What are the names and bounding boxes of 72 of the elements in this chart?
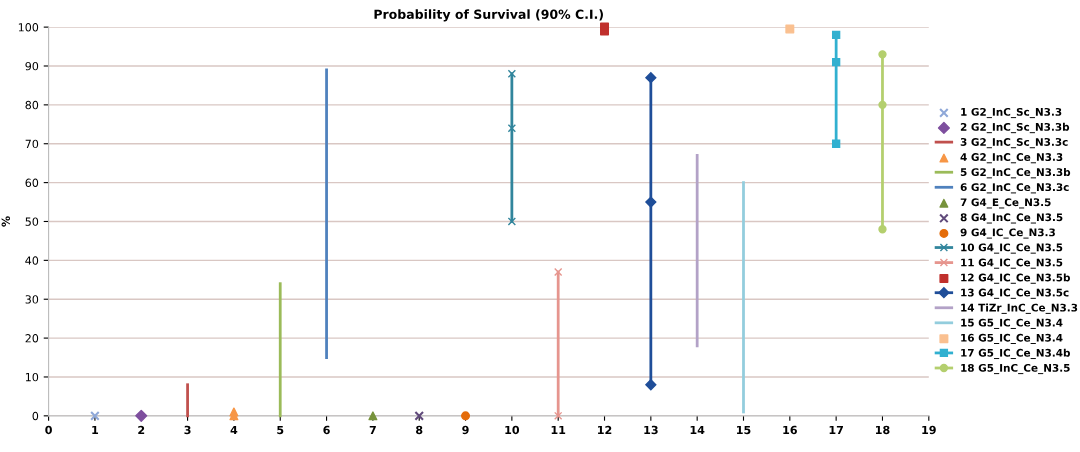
point	[831, 57, 841, 67]
legend-label: 18 G5_InC_Ce_N3.5	[961, 363, 1070, 375]
point	[878, 50, 887, 59]
legend-label: 5 G2_InC_Ce_N3.3b	[960, 167, 1071, 179]
point	[878, 100, 887, 110]
legend-label: 1 G2_InC_Sc_N3.3	[961, 107, 1062, 119]
x-tick-label: 14	[690, 425, 705, 434]
y-tick-label: 50	[25, 217, 39, 226]
x-tick-label: 6	[323, 425, 330, 435]
x-tick-label: 15	[737, 425, 751, 435]
y-tick-label: 10	[25, 372, 39, 382]
y-tick-label: 60	[25, 178, 39, 187]
point	[645, 72, 657, 84]
point	[135, 409, 148, 422]
y-tick-label: 70	[25, 139, 39, 149]
point	[785, 24, 795, 34]
legend-label: 15 G5_IC_Ce_N3.4	[961, 318, 1063, 329]
x-tick-label: 7	[369, 425, 376, 434]
x-tick-label: 1	[92, 425, 99, 434]
point	[878, 225, 887, 234]
point	[554, 267, 563, 277]
x-tick-label: 0	[45, 425, 52, 435]
x-tick-label: 2	[138, 425, 145, 434]
x-tick-label: 8	[416, 425, 423, 435]
y-axis-title: %	[1, 216, 10, 227]
x-tick-label: 9	[462, 425, 469, 435]
legend-label: 6 G2_InC_Ce_N3.3c	[960, 183, 1069, 194]
legend-label: 7 G4_E_Ce_N3.5	[960, 198, 1051, 209]
legend-label: 13 G4_IC_Ce_N3.5c	[961, 288, 1069, 299]
legend-label: 11 G4_IC_Ce_N3.5	[961, 258, 1063, 269]
x-tick-label: 13	[644, 425, 658, 435]
y-tick-label: 80	[25, 100, 39, 110]
point	[90, 411, 100, 421]
legend-label: 8 G4_InC_Ce_N3.5	[960, 213, 1063, 224]
point	[645, 196, 657, 208]
point	[554, 411, 563, 421]
legend-label: 16 G5_IC_Ce_N3.4	[961, 333, 1063, 344]
point	[414, 411, 425, 421]
x-tick-label: 10	[505, 425, 520, 435]
legend-label: 3 G2_InC_Sc_N3.3c	[960, 138, 1068, 149]
x-tick-label: 19	[922, 425, 936, 435]
point	[645, 379, 657, 391]
y-tick-label: 30	[25, 295, 39, 304]
point	[831, 139, 841, 148]
y-tick-label: 90	[25, 61, 39, 71]
x-tick-label: 17	[829, 425, 843, 434]
point	[507, 124, 517, 133]
legend-label: 2 G2_InC_Sc_N3.3b	[960, 122, 1070, 134]
legend-label: 12 G4_IC_Ce_N3.5b	[961, 273, 1070, 284]
legend-label: 17 G5_IC_Ce_N3.4b	[961, 348, 1070, 360]
legend-label: 10 G4_IC_Ce_N3.5	[961, 243, 1063, 254]
chart-title: Probability of Survival (90% C.I.)	[374, 9, 603, 22]
point	[461, 411, 471, 421]
point	[507, 217, 517, 226]
x-tick-label: 16	[783, 425, 797, 435]
x-tick-label: 4	[230, 425, 238, 434]
x-tick-label: 11	[551, 425, 566, 434]
x-tick-label: 18	[876, 425, 890, 435]
y-tick-label: 40	[25, 256, 39, 265]
y-tick-label: 20	[25, 334, 39, 343]
y-tick-label: 0	[32, 411, 39, 421]
x-tick-label: 3	[184, 425, 191, 435]
legend-label: 9 G4_IC_Ce_N3.3	[960, 228, 1055, 239]
legend-label: 4 G2_InC_Ce_N3.3	[960, 153, 1063, 164]
x-tick-label: 5	[277, 425, 284, 435]
point	[831, 30, 841, 40]
legend-label: 14 TiZr_InC_Ce_N3.3	[961, 303, 1078, 314]
y-tick-label: 100	[18, 23, 39, 32]
x-tick-label: 12	[598, 425, 612, 434]
point	[368, 411, 378, 421]
point	[507, 69, 517, 78]
point	[229, 407, 239, 417]
